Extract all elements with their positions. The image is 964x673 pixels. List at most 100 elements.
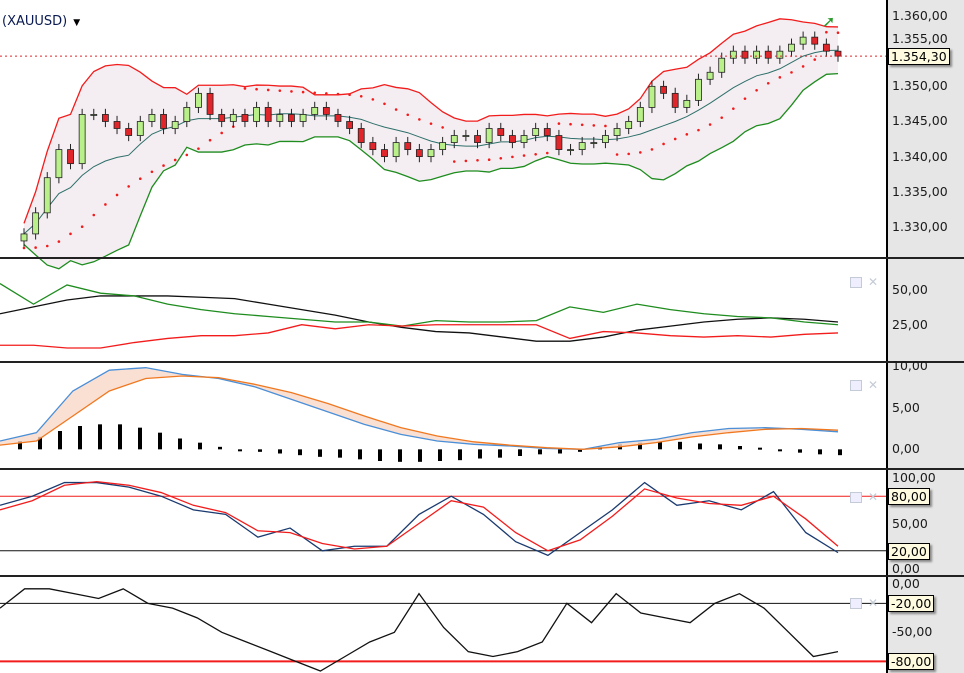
bullish-candle [20, 233, 28, 242]
bullish-candle [276, 114, 284, 122]
bullish-candle [683, 99, 691, 108]
axis-tick-label: -50,00 [892, 624, 933, 640]
maximize-pane-icon[interactable] [850, 277, 862, 288]
sar-dot [150, 170, 154, 174]
sar-dot [313, 91, 317, 95]
sar-dot [685, 133, 689, 136]
bearish-candle [288, 114, 295, 122]
histogram-bar [58, 431, 62, 450]
series-line-adx [0, 295, 839, 342]
bullish-candle [648, 85, 656, 108]
sar-dot [720, 116, 724, 119]
chart-plot-area[interactable] [0, 0, 886, 673]
maximize-pane-icon[interactable] [850, 380, 862, 391]
sar-dot [394, 108, 398, 111]
close-pane-icon[interactable]: ✕ [868, 490, 879, 504]
dropdown-arrow-icon: ▼ [73, 18, 81, 28]
axis-tick-label: 50,00 [892, 515, 928, 531]
sar-dot [813, 58, 817, 61]
histogram-bar [78, 426, 82, 450]
sar-dot [639, 151, 642, 154]
sar-dot [383, 102, 386, 106]
histogram-bar [678, 441, 682, 450]
sar-dot [348, 93, 351, 97]
symbol-label: (XAUUSD) [2, 14, 68, 29]
series-line-macd [0, 367, 839, 450]
bullish-candle [625, 121, 633, 129]
maximize-pane-icon[interactable] [850, 492, 862, 503]
close-pane-icon[interactable]: ✕ [868, 596, 879, 610]
sar-dot [836, 31, 840, 34]
sar-dot [627, 152, 630, 156]
sar-dot [371, 98, 375, 101]
price-axis[interactable] [886, 0, 964, 673]
pane-divider[interactable] [0, 257, 964, 259]
bearish-candle [834, 50, 842, 57]
bearish-candle [125, 128, 133, 136]
level-tag: -80,00 [888, 653, 935, 671]
level-tag: 20,00 [888, 542, 930, 560]
histogram-bar [298, 449, 302, 456]
bullish-candle [485, 128, 493, 143]
close-pane-icon[interactable]: ✕ [868, 275, 879, 289]
bullish-candle [578, 142, 586, 150]
bearish-candle [357, 128, 365, 143]
middle-band-line [23, 49, 839, 235]
series-line-d [0, 480, 839, 552]
histogram-bar [338, 449, 342, 458]
bullish-candle [229, 114, 237, 122]
histogram-bar [798, 449, 802, 453]
histogram-bar [658, 441, 662, 450]
sar-dot [580, 123, 584, 127]
pane-divider[interactable] [0, 361, 964, 363]
bullish-candle [195, 92, 202, 108]
pane-divider[interactable] [0, 468, 964, 470]
bearish-candle [822, 43, 830, 52]
sar-dot [650, 148, 654, 151]
bearish-candle [671, 92, 679, 108]
bullish-candle [392, 142, 400, 158]
bullish-candle [695, 78, 702, 101]
bearish-candle [160, 114, 167, 129]
sar-dot [243, 87, 247, 90]
bullish-candle [78, 114, 86, 165]
histogram-bar [558, 449, 562, 454]
histogram-bar [218, 446, 222, 450]
sar-dot [743, 97, 747, 100]
axis-tick-label: 1.360,00 [892, 8, 948, 24]
sar-dot [208, 138, 212, 142]
axis-tick-label: 100,00 [892, 470, 936, 485]
bullish-candle [636, 107, 644, 122]
bullish-candle [43, 177, 51, 214]
bearish-candle [322, 107, 330, 115]
sar-dot [662, 142, 665, 146]
bearish-candle [764, 50, 772, 59]
level-tag: 80,00 [888, 488, 930, 506]
bearish-candle [555, 135, 563, 150]
bearish-candle [404, 142, 412, 150]
maximize-pane-icon[interactable] [850, 598, 862, 609]
histogram-bar [458, 449, 462, 461]
bearish-candle [474, 135, 481, 143]
axis-tick-label: 1.355,00 [892, 31, 948, 47]
bullish-candle [590, 142, 598, 144]
histogram-bar [398, 449, 402, 462]
bullish-candle [567, 149, 574, 151]
sar-dot [732, 107, 735, 110]
pane-divider[interactable] [0, 575, 964, 577]
symbol-selector[interactable]: (XAUUSD) ▼ [2, 14, 80, 29]
sar-dot [34, 246, 37, 249]
sar-dot [534, 152, 537, 156]
bearish-candle [660, 85, 667, 94]
sar-dot [80, 225, 84, 229]
histogram-bar [518, 449, 522, 456]
axis-tick-label: 1.350,00 [892, 78, 948, 94]
sar-dot [418, 118, 421, 121]
sar-dot [766, 81, 770, 85]
level-tag: -20,00 [888, 595, 935, 613]
bullish-candle [602, 135, 609, 143]
sar-dot [104, 203, 107, 206]
close-pane-icon[interactable]: ✕ [868, 378, 879, 392]
bearish-candle [334, 114, 342, 122]
histogram-bar [138, 427, 142, 450]
